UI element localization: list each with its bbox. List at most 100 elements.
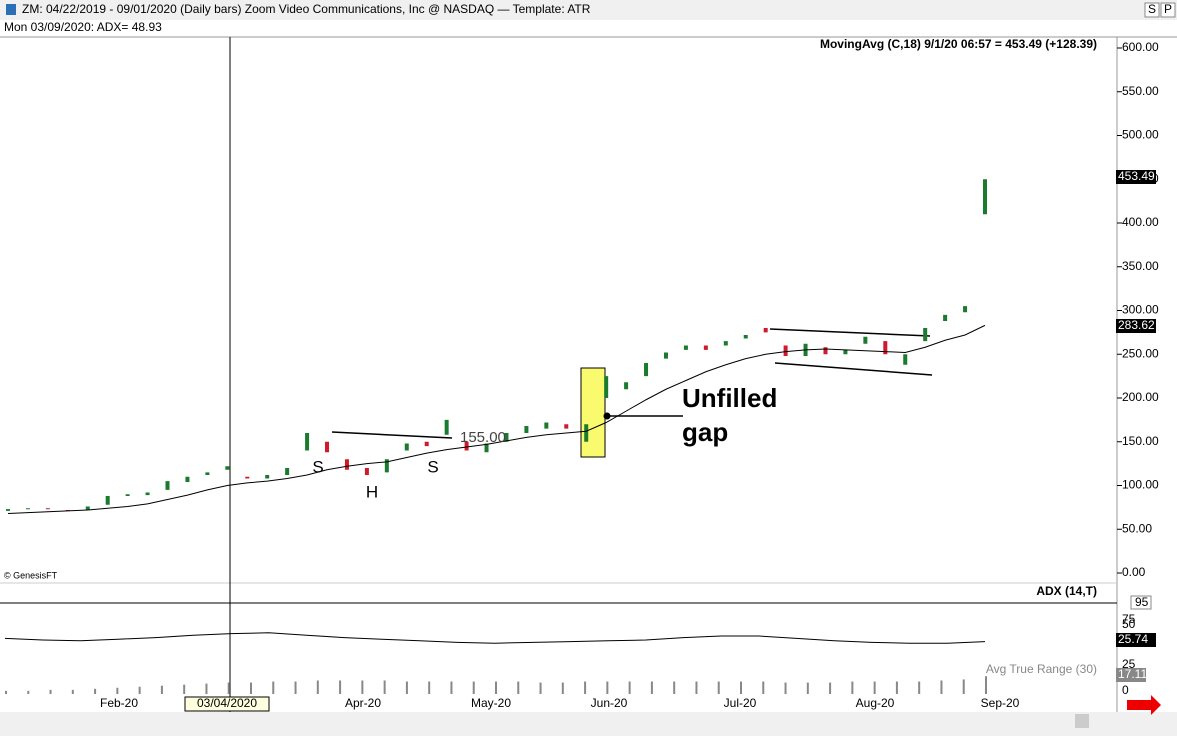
atr-bar bbox=[361, 680, 364, 694]
button-label[interactable]: S bbox=[1148, 2, 1156, 16]
annotation-line: Unfilled bbox=[682, 383, 777, 413]
candle bbox=[25, 508, 30, 510]
atr-bar bbox=[383, 680, 386, 694]
y-tick-label: 75 bbox=[1122, 612, 1136, 626]
panel-label: ADX (14,T) bbox=[1036, 584, 1097, 598]
atr-bar bbox=[873, 681, 876, 694]
y-tick-label: 0 bbox=[1122, 683, 1129, 697]
candle bbox=[185, 476, 190, 482]
candle bbox=[923, 328, 928, 342]
atr-bar bbox=[272, 681, 275, 694]
atr-bar bbox=[116, 687, 119, 694]
candle bbox=[943, 314, 948, 321]
candle bbox=[105, 496, 110, 505]
candle bbox=[823, 347, 828, 355]
button-label[interactable]: P bbox=[1164, 2, 1172, 16]
status-line: Mon 03/09/2020: ADX= 48.93 bbox=[4, 20, 162, 34]
price-box bbox=[1116, 319, 1156, 333]
candle bbox=[424, 441, 429, 447]
candle bbox=[783, 345, 788, 356]
candle bbox=[125, 494, 130, 496]
candle bbox=[464, 441, 469, 451]
x-tick-label: Sep-20 bbox=[981, 696, 1020, 710]
atr-bar bbox=[673, 681, 676, 694]
y-tick-label: 150.00 bbox=[1122, 434, 1159, 448]
candle bbox=[604, 376, 609, 398]
candle bbox=[484, 443, 489, 453]
atr-bar bbox=[227, 682, 230, 694]
price-box bbox=[1116, 633, 1156, 647]
atr-bar bbox=[450, 681, 453, 694]
candle bbox=[225, 466, 230, 470]
pattern-label: S bbox=[427, 457, 438, 476]
atr-bar bbox=[250, 682, 252, 694]
candle bbox=[544, 422, 549, 429]
price-label: 95 bbox=[1135, 595, 1149, 609]
atr-bar bbox=[495, 681, 497, 694]
copyright: © GenesisFT bbox=[4, 570, 58, 580]
atr-bar bbox=[517, 681, 520, 694]
candle bbox=[843, 349, 848, 355]
y-tick-label: 50.00 bbox=[1122, 521, 1152, 535]
candle bbox=[285, 468, 290, 475]
candle bbox=[863, 336, 868, 344]
annotation-dot bbox=[603, 412, 611, 420]
button[interactable] bbox=[1160, 2, 1176, 18]
atr-bar bbox=[5, 690, 7, 694]
candle bbox=[743, 335, 748, 339]
date-box bbox=[184, 696, 270, 712]
candle bbox=[644, 363, 649, 377]
atr-bar bbox=[472, 681, 475, 694]
atr-bar bbox=[762, 681, 765, 694]
atr-bar bbox=[784, 682, 787, 694]
scroll-arrow[interactable] bbox=[1127, 695, 1161, 715]
atr-bar bbox=[27, 690, 30, 694]
atr-bar bbox=[940, 680, 943, 694]
candle bbox=[703, 345, 708, 350]
y-tick-label: 250.00 bbox=[1122, 346, 1159, 360]
price-label: 283.62 bbox=[1118, 318, 1155, 332]
atr-bar bbox=[829, 682, 832, 694]
neckline bbox=[331, 431, 453, 439]
adx-line bbox=[4, 632, 986, 644]
atr-bar bbox=[695, 681, 698, 694]
atr-bar bbox=[138, 686, 141, 694]
atr-bar bbox=[918, 681, 921, 694]
candle bbox=[265, 475, 270, 479]
x-tick-label: May-20 bbox=[471, 696, 511, 710]
y-tick-label: 350.00 bbox=[1122, 259, 1159, 273]
atr-bar bbox=[895, 681, 898, 694]
atr-bar bbox=[740, 681, 742, 694]
candle bbox=[305, 433, 310, 451]
annotation-line: gap bbox=[682, 417, 728, 447]
moving-average bbox=[7, 324, 986, 514]
atr-bar bbox=[851, 681, 854, 694]
candle bbox=[6, 509, 10, 511]
atr-bar bbox=[405, 681, 408, 694]
button[interactable] bbox=[1144, 2, 1160, 18]
scroll-thumb[interactable] bbox=[1075, 714, 1089, 728]
candle bbox=[763, 328, 768, 333]
price-label: 17.11 bbox=[1118, 667, 1147, 681]
annotation: 155.00 bbox=[460, 429, 506, 446]
scrollbar bbox=[0, 712, 1177, 736]
candle bbox=[683, 345, 688, 350]
atr-bar bbox=[539, 682, 542, 694]
price-box bbox=[1116, 668, 1146, 682]
study-label: MovingAvg (C,18) 9/1/20 06:57 = 453.49 (… bbox=[820, 37, 1097, 51]
candle bbox=[963, 306, 968, 313]
atr-bar bbox=[428, 681, 431, 694]
x-tick-label: Jul-20 bbox=[724, 696, 757, 710]
candle bbox=[564, 424, 569, 429]
title-bar bbox=[0, 0, 1177, 20]
candle bbox=[364, 468, 369, 475]
atr-bar bbox=[316, 680, 319, 694]
y-tick-label: 50 bbox=[1122, 617, 1136, 631]
candle bbox=[245, 476, 250, 479]
y-tick-label: 100.00 bbox=[1122, 478, 1159, 492]
x-tick-label: Apr-20 bbox=[345, 696, 381, 710]
candle bbox=[85, 506, 90, 510]
price-box bbox=[1130, 595, 1152, 610]
y-tick-label: 550.00 bbox=[1122, 84, 1159, 98]
atr-bar bbox=[94, 688, 97, 694]
